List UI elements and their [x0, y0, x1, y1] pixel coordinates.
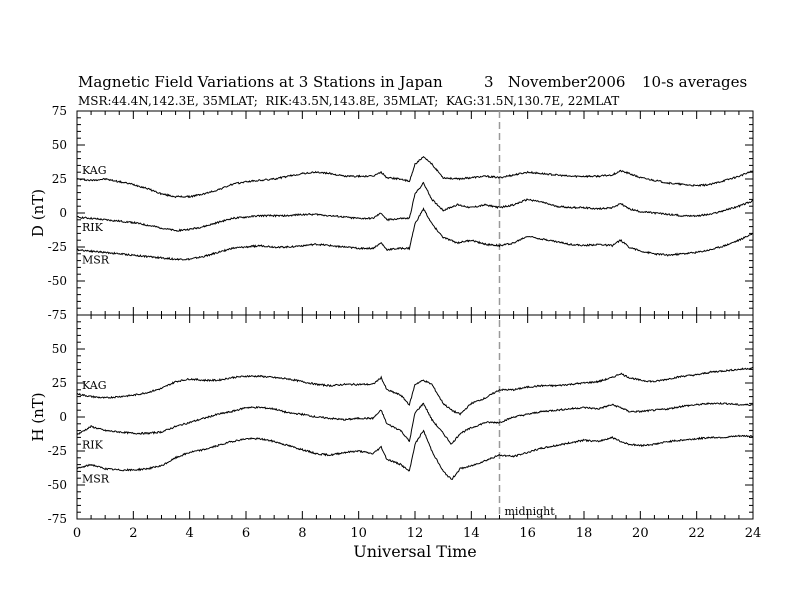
series-msr-label: MSR [82, 473, 110, 486]
y-tick-label: -25 [48, 444, 67, 458]
x-tick-label: 10 [350, 526, 367, 541]
y-axis-label: H (nT) [29, 392, 47, 441]
series-msr-label: MSR [82, 254, 110, 267]
x-tick-label: 18 [576, 526, 593, 541]
series-rik-line [76, 401, 753, 445]
y-tick-label: 25 [52, 376, 67, 390]
chart-date: 3 November2006 [484, 73, 626, 91]
y-tick-label: -50 [48, 274, 67, 288]
x-tick-label: 4 [186, 526, 194, 541]
series-kag-label: KAG [82, 379, 107, 392]
y-tick-label: 50 [52, 138, 67, 152]
x-tick-label: 2 [129, 526, 137, 541]
x-tick-label: 24 [745, 526, 762, 541]
y-tick-label: 25 [52, 172, 67, 186]
x-tick-label: 8 [298, 526, 306, 541]
series-rik-label: RIK [82, 221, 104, 234]
series-rik-label: RIK [82, 439, 104, 452]
y-tick-label: -75 [48, 512, 67, 526]
series-kag-line [76, 366, 754, 416]
series-kag-line [76, 155, 754, 199]
x-tick-label: 0 [73, 526, 81, 541]
panel-d: -75 -50 -25 0 25 50 75 midnight D (nT) KAG RIK MSR [29, 104, 754, 519]
y-tick-label: 50 [52, 342, 67, 356]
midnight-annotation: midnight [505, 505, 556, 518]
y-tick-label: 75 [52, 104, 67, 118]
series-msr-line [76, 429, 754, 480]
y-tick-label: -25 [48, 240, 67, 254]
y-axis-label: D (nT) [29, 189, 47, 237]
y-tick-label: 0 [59, 206, 67, 220]
y-tick-label: -75 [48, 308, 67, 322]
x-tick-label: 14 [463, 526, 480, 541]
x-tick-label: 22 [688, 526, 705, 541]
series-kag-label: KAG [82, 164, 107, 177]
y-tick-label: -50 [48, 478, 67, 492]
series-msr-line [76, 207, 754, 261]
x-tick-label: 6 [242, 526, 250, 541]
plot-frame [76, 314, 754, 520]
stations-subtitle: MSR:44.4N,142.3E, 35MLAT; RIK:43.5N,143.… [78, 94, 620, 108]
chart-title: Magnetic Field Variations at 3 Stations … [78, 73, 443, 91]
y-tick-label: 0 [59, 410, 67, 424]
x-tick-label: 16 [519, 526, 536, 541]
x-tick-label: 20 [632, 526, 649, 541]
x-axis-label: Universal Time [353, 542, 476, 561]
averaging-label: 10-s averages [642, 73, 748, 91]
series-rik-line [76, 181, 754, 232]
x-tick-label: 12 [407, 526, 424, 541]
